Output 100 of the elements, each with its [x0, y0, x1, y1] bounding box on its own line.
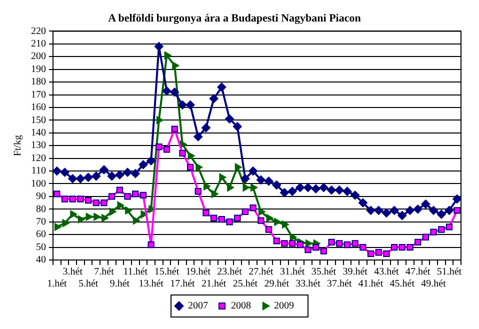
point — [375, 249, 382, 256]
x-tick-label: 45.hét — [390, 278, 415, 290]
point — [92, 199, 100, 206]
point — [334, 186, 344, 195]
x-tick-label: 1.hét — [47, 278, 67, 290]
point — [219, 173, 226, 182]
point — [202, 210, 210, 216]
point — [163, 146, 170, 153]
point — [406, 206, 414, 215]
point — [188, 152, 195, 160]
x-tick-label: 23.hét — [217, 266, 242, 278]
point — [109, 208, 116, 216]
point — [250, 184, 258, 192]
point — [146, 156, 156, 166]
point — [328, 238, 335, 246]
point — [54, 222, 62, 231]
point — [366, 206, 376, 215]
point — [398, 211, 407, 220]
point — [196, 163, 203, 172]
point — [422, 234, 430, 240]
point — [54, 190, 60, 198]
y-tick-label: 40 — [36, 254, 46, 266]
x-tick-label: 29.hét — [264, 278, 290, 290]
point — [62, 219, 70, 228]
x-tick-label: 49.hét — [421, 278, 446, 290]
x-tick-label: 35.hét — [311, 266, 336, 278]
y-tick-label: 60 — [36, 229, 46, 240]
point — [406, 244, 414, 251]
point — [421, 200, 430, 209]
point — [352, 240, 358, 247]
point — [232, 122, 242, 132]
point — [108, 193, 116, 200]
x-tick-label: 41.hét — [358, 278, 384, 290]
y-tick-label: 200 — [31, 51, 46, 62]
point — [92, 172, 101, 181]
point — [225, 114, 234, 124]
point — [171, 126, 178, 132]
point — [76, 174, 85, 184]
point — [162, 86, 172, 96]
x-tick-label: 19.hét — [186, 266, 211, 278]
point — [234, 163, 242, 172]
point — [360, 244, 366, 251]
point — [452, 194, 462, 204]
point — [132, 190, 139, 198]
point — [265, 226, 272, 233]
x-tick-label: 51.hét — [436, 266, 462, 278]
point — [306, 240, 312, 248]
point — [280, 188, 289, 198]
point — [288, 186, 297, 196]
point — [390, 244, 398, 251]
point — [438, 226, 445, 233]
point — [234, 214, 241, 222]
point — [100, 199, 108, 206]
point — [186, 100, 195, 110]
y-tick-label: 70 — [36, 216, 46, 228]
point — [154, 42, 164, 51]
point — [202, 123, 210, 132]
point — [77, 196, 84, 202]
point — [102, 214, 108, 222]
x-tick-label: 43.hét — [374, 266, 400, 278]
point — [125, 206, 132, 214]
point — [86, 212, 93, 221]
point — [312, 244, 320, 251]
point — [398, 244, 406, 251]
point — [311, 184, 320, 194]
point — [382, 208, 391, 218]
point — [217, 82, 226, 92]
x-tick-label: 17.hét — [170, 278, 196, 290]
x-tick-label: 47.hét — [405, 266, 430, 278]
point — [274, 218, 282, 226]
point — [210, 214, 218, 222]
x-tick-label: 31.hét — [280, 266, 305, 278]
point — [290, 233, 297, 242]
x-tick-label: 27.hét — [248, 266, 274, 278]
point — [204, 182, 210, 190]
y-tick-label: 190 — [31, 64, 46, 75]
point — [282, 220, 289, 228]
point — [304, 246, 312, 254]
point — [344, 241, 351, 248]
x-tick-label: 3.hét — [62, 266, 83, 278]
x-tick-label: 33.hét — [296, 278, 321, 290]
point — [130, 169, 140, 178]
point — [69, 196, 76, 202]
point — [209, 94, 218, 104]
point — [115, 170, 124, 180]
point — [123, 168, 132, 177]
point — [429, 206, 438, 215]
point — [319, 183, 328, 192]
point — [296, 241, 304, 248]
point — [256, 175, 266, 184]
point — [320, 248, 328, 254]
point — [273, 238, 280, 244]
point — [272, 180, 282, 190]
point — [218, 216, 226, 223]
point — [304, 183, 312, 192]
point — [178, 100, 187, 110]
y-tick-label: 150 — [31, 114, 46, 126]
point — [78, 215, 85, 224]
point — [124, 193, 131, 200]
point — [374, 206, 384, 215]
